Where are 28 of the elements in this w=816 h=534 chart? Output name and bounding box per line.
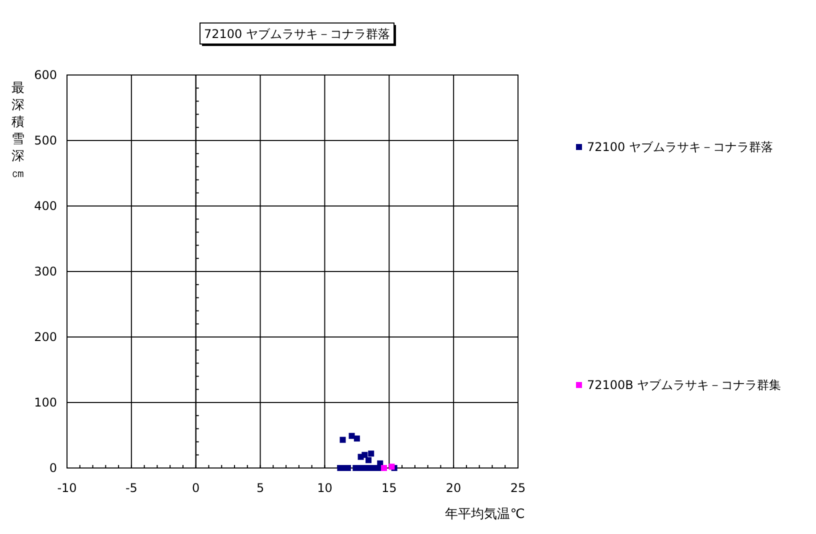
point [362, 452, 368, 458]
y-tick-label: 400 [34, 199, 57, 214]
point [340, 436, 346, 443]
y-tick-label: 0 [49, 461, 57, 476]
y-axis-title: 最深積雪深㎝ [12, 81, 24, 181]
point [348, 432, 355, 439]
chart-title: 72100 ヤブムラサキ－コナラ群落 [204, 27, 390, 41]
x-tick-label: 25 [510, 481, 526, 495]
y-tick-label: 500 [34, 134, 57, 148]
point [354, 436, 360, 442]
x-tick-label: -10 [57, 481, 77, 495]
x-tick-label: 15 [382, 481, 397, 495]
y-tick-label: 600 [34, 68, 57, 82]
x-axis-title: 年平均気温℃ [445, 507, 525, 522]
x-tick-label: 0 [192, 481, 200, 495]
legend-label: 72100 ヤブムラサキ－コナラ群落 [587, 140, 773, 154]
point [388, 464, 395, 470]
x-tick-label: 10 [317, 481, 332, 495]
y-tick-label: 200 [34, 330, 57, 344]
legend-label: 72100B ヤブムラサキ－コナラ群集 [587, 378, 782, 392]
x-tick-label: 20 [446, 481, 462, 495]
point [368, 450, 374, 457]
x-tick-label: 5 [256, 481, 264, 495]
point [380, 465, 387, 471]
x-tick-label: -5 [125, 481, 138, 495]
point [366, 457, 372, 464]
y-tick-label: 300 [34, 264, 57, 279]
y-tick-label: 100 [34, 396, 57, 410]
